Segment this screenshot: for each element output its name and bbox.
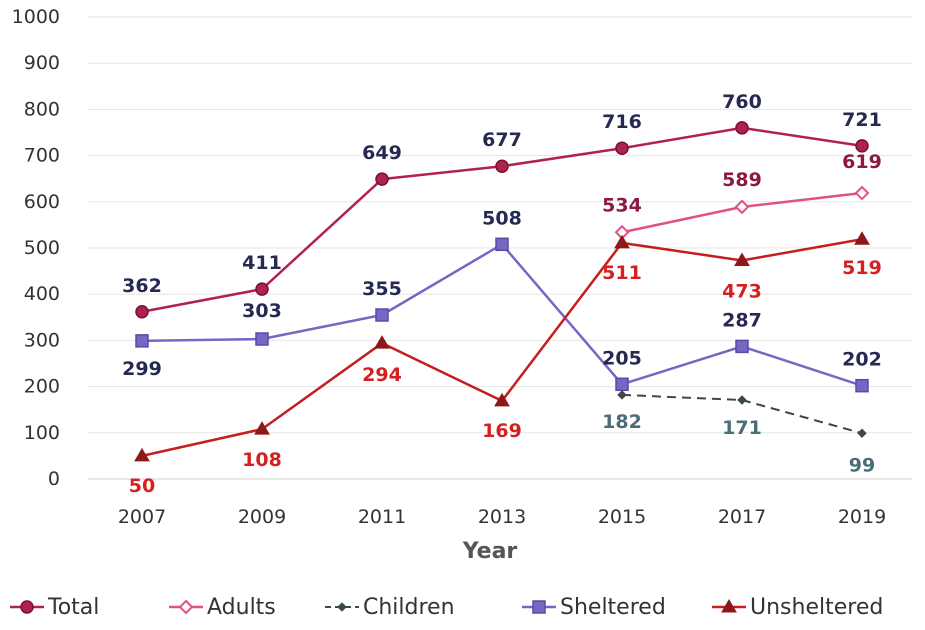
data-label-sheltered: 287	[722, 309, 762, 331]
point-adults	[854, 185, 870, 201]
point-children	[617, 390, 627, 400]
x-tick-label: 2019	[838, 506, 886, 528]
data-label-total: 677	[482, 129, 522, 151]
legend-label: Adults	[207, 595, 276, 620]
point-sheltered	[615, 377, 629, 392]
point-total	[735, 121, 749, 135]
point-sheltered	[135, 334, 149, 348]
point-unsheltered	[374, 335, 390, 349]
data-label-unsheltered: 473	[722, 280, 762, 302]
data-label-unsheltered: 50	[129, 475, 155, 497]
point-unsheltered	[254, 421, 270, 435]
point-sheltered	[855, 378, 869, 393]
data-label-unsheltered: 108	[242, 449, 282, 471]
x-axis-title: Year	[462, 539, 518, 564]
data-label-sheltered: 202	[842, 349, 882, 371]
y-tick-label: 800	[24, 98, 60, 120]
data-label-children: 99	[849, 454, 875, 476]
x-tick-label: 2009	[238, 506, 286, 528]
point-total	[255, 282, 269, 296]
data-label-unsheltered: 511	[602, 262, 642, 284]
legend-item-sheltered: Sheltered	[522, 595, 666, 620]
point-sheltered	[255, 332, 269, 346]
data-label-unsheltered: 294	[362, 364, 402, 386]
data-label-unsheltered: 169	[482, 420, 522, 442]
y-tick-label: 0	[48, 468, 60, 490]
data-label-total: 716	[602, 111, 642, 133]
x-tick-label: 2011	[358, 506, 406, 528]
data-label-total: 649	[362, 142, 402, 164]
series-markers	[134, 121, 870, 462]
point-total	[855, 139, 869, 153]
y-tick-label: 100	[24, 422, 60, 444]
point-adults	[734, 199, 750, 215]
data-label-sheltered: 508	[482, 207, 522, 229]
point-total	[135, 305, 149, 319]
y-tick-label: 700	[24, 145, 60, 167]
y-axis-ticks: 0 100 200 300 400 500 600 700 800 900 1000	[12, 6, 60, 490]
data-label-sheltered: 299	[122, 358, 162, 380]
data-label-total: 362	[122, 275, 162, 297]
legend-item-unsheltered: Unsheltered	[712, 595, 883, 620]
legend-marker	[20, 600, 34, 614]
data-label-total: 411	[242, 252, 282, 274]
legend-marker	[178, 599, 194, 615]
data-label-total: 721	[842, 109, 882, 131]
data-label-sheltered: 303	[242, 300, 282, 322]
legend-item-children: Children	[325, 595, 455, 620]
x-tick-label: 2017	[718, 506, 766, 528]
legend-label: Children	[363, 595, 455, 620]
y-tick-label: 900	[24, 52, 60, 74]
legend-label: Unsheltered	[750, 595, 883, 620]
point-unsheltered	[494, 392, 510, 407]
legend-marker	[532, 600, 546, 614]
legend-item-total: Total	[10, 595, 99, 620]
point-unsheltered	[134, 447, 150, 462]
data-label-total: 760	[722, 91, 762, 113]
x-tick-label: 2015	[598, 506, 646, 528]
data-label-adults: 589	[722, 169, 762, 191]
point-total	[375, 172, 389, 186]
point-unsheltered	[854, 231, 870, 245]
data-labels: 362 411 649 677 716 760 721 534 589 619 182 171 99 29…	[122, 91, 882, 497]
data-label-children: 171	[722, 417, 762, 439]
data-label-sheltered: 355	[362, 278, 402, 300]
legend-marker	[337, 602, 347, 612]
x-axis-ticks: 2007 2009 2011 2013 2015 2017 2019	[118, 506, 886, 528]
point-unsheltered	[614, 234, 630, 249]
y-tick-label: 500	[24, 237, 60, 259]
y-tick-label: 300	[24, 329, 60, 351]
data-label-children: 182	[602, 411, 642, 433]
y-tick-label: 200	[24, 376, 60, 398]
y-tick-label: 1000	[12, 6, 60, 28]
data-label-unsheltered: 519	[842, 257, 882, 279]
legend-label: Total	[47, 595, 99, 620]
legend-marker	[721, 599, 737, 613]
x-tick-label: 2007	[118, 506, 166, 528]
point-total	[495, 159, 509, 173]
point-sheltered	[495, 237, 509, 252]
point-total	[615, 141, 629, 155]
data-label-sheltered: 205	[602, 347, 642, 369]
y-tick-label: 400	[24, 283, 60, 305]
legend: Total Adults Children Sheltered Unsheltered	[10, 595, 883, 620]
data-label-adults: 534	[602, 194, 642, 216]
point-children	[737, 395, 747, 405]
point-children	[857, 428, 867, 438]
point-sheltered	[735, 339, 749, 354]
data-label-adults: 619	[842, 151, 882, 173]
y-tick-label: 600	[24, 191, 60, 213]
point-unsheltered	[734, 252, 750, 266]
x-tick-label: 2013	[478, 506, 526, 528]
point-sheltered	[375, 308, 389, 322]
legend-item-adults: Adults	[169, 595, 276, 620]
legend-label: Sheltered	[560, 595, 666, 620]
